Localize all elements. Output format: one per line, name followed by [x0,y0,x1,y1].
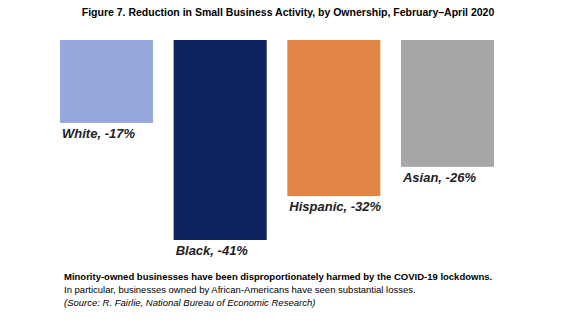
annotation: In particular, businesses owned by Afric… [64,284,416,295]
data-label: White, -17% [62,126,135,141]
chart-svg: Figure 7. Reduction in Small Business Ac… [0,0,576,324]
separator: , [96,126,104,141]
value-label: -26% [446,170,477,185]
data-label: Hispanic, -32% [289,199,381,214]
separator: , [209,243,217,258]
background [0,0,576,324]
value-label: -32% [351,199,382,214]
annotation: Minority-owned businesses have been disp… [64,271,492,282]
bar [174,40,267,240]
value-label: -17% [105,126,136,141]
category-label: White [62,126,97,141]
separator: , [437,170,445,185]
title: Figure 7. Reduction in Small Business Ac… [82,6,495,18]
data-labels: White, -17% Black, -41% Hispanic, -32% Asia… [62,126,476,258]
bar [401,40,494,167]
bar [60,40,153,123]
value-label: -41% [218,243,249,258]
category-label: Black [176,243,211,258]
category-label: Asian [402,170,438,185]
category-label: Hispanic [289,199,344,214]
data-label: Black, -41% [176,243,249,258]
source: (Source: R. Fairlie, National Bureau of … [64,297,315,308]
chart-container: Figure 7. Reduction in Small Business Ac… [0,0,576,324]
separator: , [342,199,350,214]
data-label: Asian, -26% [402,170,476,185]
bar [287,40,380,196]
bars [60,40,494,240]
